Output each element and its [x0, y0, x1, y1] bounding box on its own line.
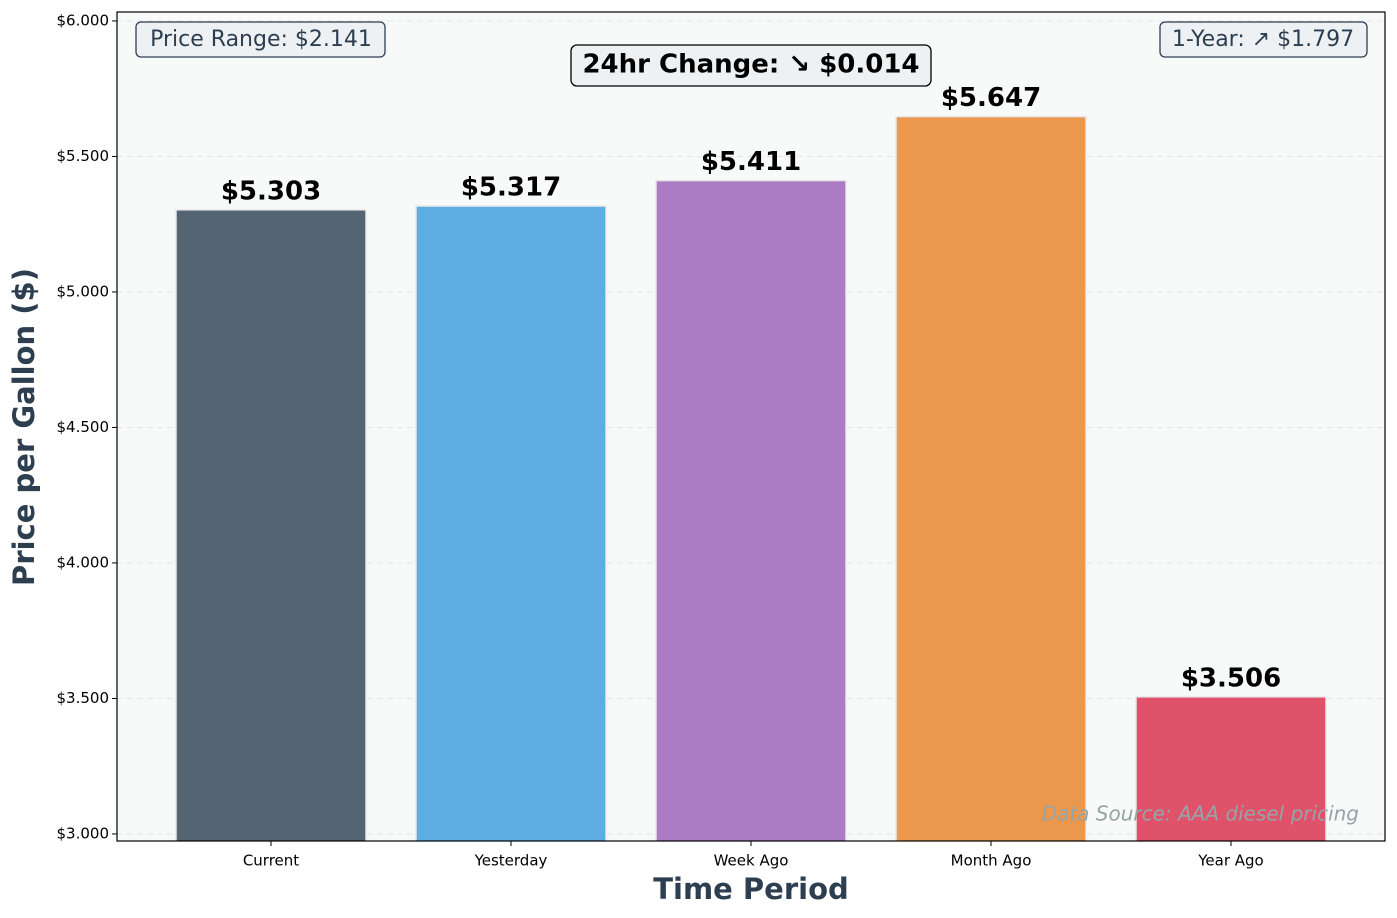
labels: $3.000 $3.500 $4.000 $4.500 $5.000 $5.500 $6.0… [57, 11, 1282, 869]
data-source: Data Source: AAA diesel pricing [1042, 802, 1359, 826]
x-axis-label: Time Period [653, 872, 849, 906]
price-range: Price Range: $2.141 [150, 27, 372, 52]
value-label: $3.506 [1181, 663, 1281, 693]
value-label: $5.303 [221, 176, 321, 206]
bar [895, 115, 1087, 841]
bar [415, 205, 607, 841]
x-tick-label: Year Ago [1197, 852, 1264, 870]
value-label: $5.411 [701, 147, 801, 177]
y-tick-label: $4.000 [57, 553, 110, 571]
change-24hr: 24hr Change: ↘ $0.014 [582, 50, 919, 80]
bar [655, 179, 847, 841]
y-tick-label: $5.500 [57, 147, 110, 165]
one-year-change: 1-Year: ↗ $1.797 [1172, 27, 1354, 52]
x-tick-label: Week Ago [714, 852, 789, 870]
annotation-box [570, 44, 932, 87]
y-axis-label: Price per Gallon ($) [7, 268, 41, 586]
y-tick-label: $3.000 [57, 824, 110, 842]
x-tick-label: Current [243, 852, 299, 870]
value-label: $5.317 [461, 173, 561, 203]
value-label: $5.647 [941, 83, 1041, 113]
bar [175, 209, 367, 841]
bar [1135, 696, 1327, 841]
x-tick-label: Yesterday [474, 852, 548, 870]
y-tick-label: $5.000 [57, 282, 110, 300]
annotation-box [135, 21, 386, 58]
y-tick-label: $3.500 [57, 689, 110, 707]
bars [175, 115, 1327, 841]
annotation-box [1159, 21, 1368, 58]
y-tick-label: $4.500 [57, 418, 110, 436]
y-tick-label: $6.000 [57, 11, 110, 29]
x-tick-label: Month Ago [951, 852, 1032, 870]
